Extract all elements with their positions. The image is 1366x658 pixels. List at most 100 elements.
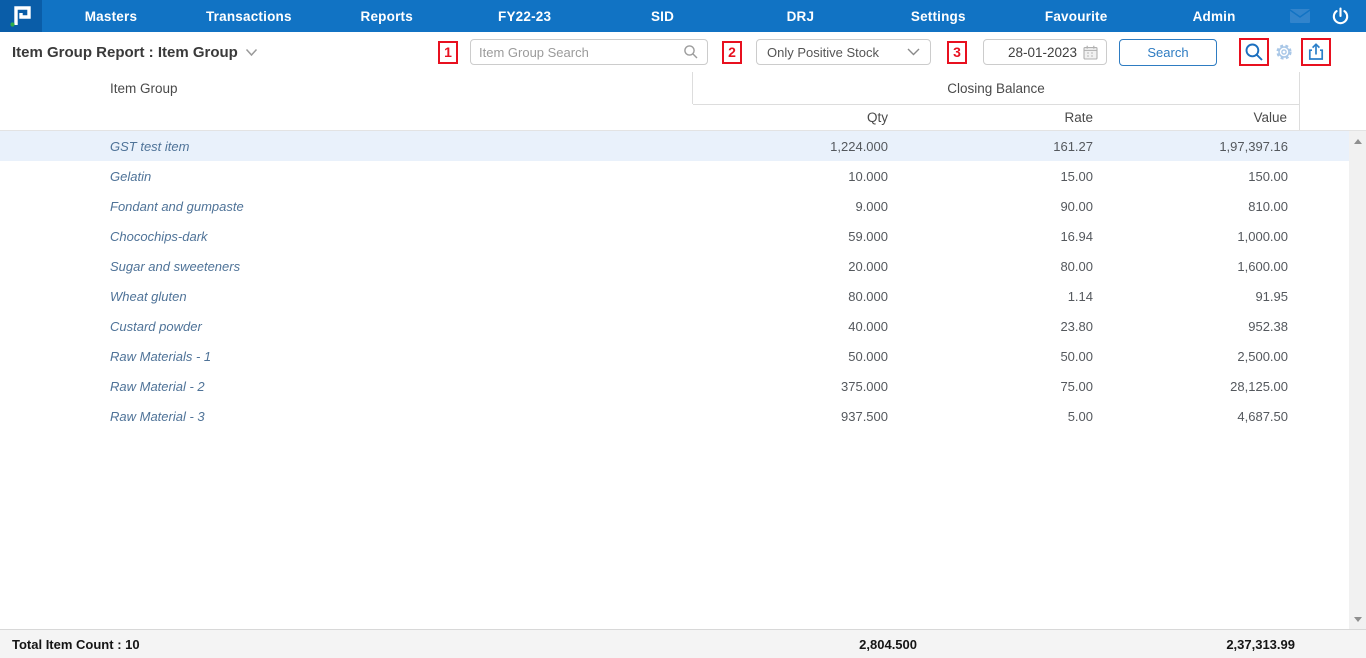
qty-cell: 80.000 [848,288,888,304]
total-item-count: Total Item Count : 10 [12,637,140,652]
nav-item-fy22-23[interactable]: FY22-23 [498,8,552,24]
search-icon[interactable] [1244,42,1264,62]
value-cell: 1,000.00 [1237,228,1288,244]
nav-item-reports[interactable]: Reports [360,8,413,24]
qty-cell: 50.000 [848,348,888,364]
total-qty: 2,804.500 [859,637,917,652]
search-button[interactable]: Search [1119,38,1217,66]
nav-item-settings[interactable]: Settings [910,8,966,24]
toolbar-controls: 1 2 Only Positive Stock 3 28-01-2023 [438,38,1366,66]
power-icon[interactable] [1331,7,1350,26]
nav-item-masters[interactable]: Masters [84,8,138,24]
total-value: 2,37,313.99 [1226,637,1295,652]
col-header-rate: Rate [900,104,1105,130]
item-group-name: Raw Material - 2 [110,378,205,394]
scroll-down-arrow[interactable] [1349,611,1366,627]
rate-cell: 50.00 [1060,348,1093,364]
top-navbar: Masters Transactions Reports FY22-23 SID DRJ S… [0,0,1366,32]
qty-cell: 937.500 [841,408,888,424]
nav-item-drj[interactable]: DRJ [786,8,815,24]
nav-item-transactions[interactable]: Transactions [205,8,292,24]
value-cell: 810.00 [1248,198,1288,214]
nav-item-favourite[interactable]: Favourite [1044,8,1108,24]
table-row[interactable]: Raw Material - 3 937.500 5.00 4,687.50 [0,401,1349,431]
table-row[interactable]: Raw Material - 2 375.000 75.00 28,125.00 [0,371,1349,401]
export-icon[interactable] [1306,42,1326,62]
rate-cell: 161.27 [1053,138,1093,154]
chevron-down-icon [907,48,920,56]
qty-cell: 9.000 [855,198,888,214]
item-group-search-box [470,39,708,65]
value-cell: 952.38 [1248,318,1288,334]
qty-cell: 20.000 [848,258,888,274]
date-value: 28-01-2023 [1007,44,1077,60]
chevron-down-icon [245,48,257,56]
qty-cell: 1,224.000 [830,138,888,154]
qty-cell: 375.000 [841,378,888,394]
item-group-name: Raw Materials - 1 [110,348,212,364]
report-toolbar: Item Group Report : Item Group 1 2 Only … [0,32,1366,72]
settings-gear[interactable] [1275,43,1293,61]
table-row[interactable]: Fondant and gumpaste 9.000 90.00 810.00 [0,191,1349,221]
value-cell: 4,687.50 [1237,408,1288,424]
value-cell: 1,97,397.16 [1219,138,1288,154]
item-group-name: Chocochips-dark [110,228,208,244]
value-cell: 1,600.00 [1237,258,1288,274]
rate-cell: 15.00 [1060,168,1093,184]
annotation-badge-2: 2 [722,40,742,64]
table-row[interactable]: Custard powder 40.000 23.80 952.38 [0,311,1349,341]
item-group-name: Fondant and gumpaste [110,198,244,214]
value-cell: 150.00 [1248,168,1288,184]
mail-icon[interactable] [1289,8,1311,24]
date-picker[interactable]: 28-01-2023 [983,39,1107,65]
table-row[interactable]: Gelatin 10.000 15.00 150.00 [0,161,1349,191]
nav-right [1283,0,1366,32]
nav-item-sid[interactable]: SID [650,8,675,24]
gear-icon [1276,44,1292,60]
value-cell: 91.95 [1255,288,1288,304]
table-body-area: GST test item 1,224.000 161.27 1,97,397.16 G… [0,131,1366,629]
export-redbox [1301,38,1331,66]
item-group-name: Custard powder [110,318,202,334]
value-cell: 2,500.00 [1237,348,1288,364]
item-group-search-input[interactable] [479,44,683,60]
calendar-icon [1083,45,1098,60]
vertical-scrollbar[interactable] [1349,131,1366,629]
item-group-name: Gelatin [110,168,152,184]
quick-search-redbox [1239,38,1269,66]
table-header: Item Group Closing Balance Qty Rate Valu… [0,72,1366,131]
col-header-closing-balance: Closing Balance [693,72,1300,104]
qty-cell: 59.000 [848,228,888,244]
item-group-name: GST test item [110,138,190,154]
col-header-item-group: Item Group [0,72,693,104]
table-footer: Total Item Count : 10 2,804.500 2,37,313… [0,629,1366,658]
nav-item-admin[interactable]: Admin [1192,8,1236,24]
rate-cell: 23.80 [1060,318,1093,334]
col-header-qty: Qty [693,104,900,130]
qty-cell: 10.000 [848,168,888,184]
qty-cell: 40.000 [848,318,888,334]
rate-cell: 5.00 [1067,408,1093,424]
scroll-up-arrow[interactable] [1349,133,1366,149]
item-group-name: Raw Material - 3 [110,408,205,424]
value-cell: 28,125.00 [1230,378,1288,394]
page-title: Item Group Report : Item Group [12,43,238,61]
stock-filter-value: Only Positive Stock [767,44,879,60]
table-row[interactable]: Wheat gluten 80.000 1.14 91.95 [0,281,1349,311]
report-title-dropdown[interactable]: Item Group Report : Item Group [12,44,258,61]
table-row[interactable]: GST test item 1,224.000 161.27 1,97,397.16 [0,131,1349,161]
stock-filter-select[interactable]: Only Positive Stock [756,39,931,65]
nav-items: Masters Transactions Reports FY22-23 SID DRJ S… [42,0,1283,32]
col-header-value: Value [1105,104,1300,130]
app-logo[interactable] [0,0,42,32]
item-group-name: Wheat gluten [110,288,187,304]
rate-cell: 1.14 [1067,288,1093,304]
table-row[interactable]: Sugar and sweeteners 20.000 80.00 1,600.00 [0,251,1349,281]
item-group-name: Sugar and sweeteners [110,258,241,274]
app-logo-icon [10,6,31,27]
table-rows: GST test item 1,224.000 161.27 1,97,397.16 G… [0,131,1349,431]
table-row[interactable]: Raw Materials - 1 50.000 50.00 2,500.00 [0,341,1349,371]
rate-cell: 90.00 [1060,198,1093,214]
table-row[interactable]: Chocochips-dark 59.000 16.94 1,000.00 [0,221,1349,251]
annotation-badge-1: 1 [438,40,458,64]
